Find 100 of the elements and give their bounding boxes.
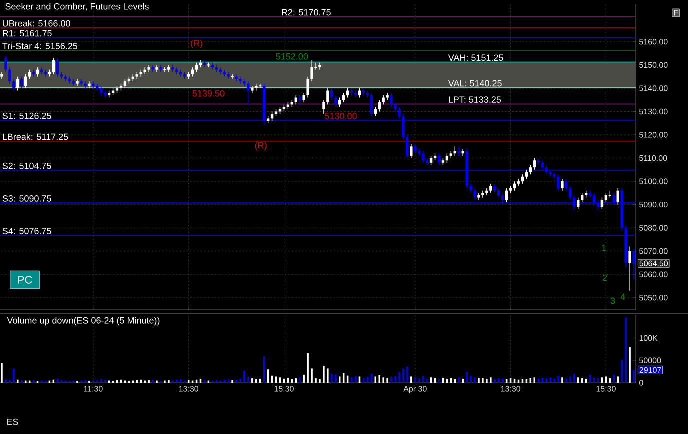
candlestick <box>529 164 532 175</box>
candlestick <box>172 64 174 73</box>
candlestick <box>243 78 246 86</box>
candlestick <box>565 178 568 192</box>
candlestick <box>525 170 528 180</box>
candlestick <box>124 78 127 89</box>
candlestick <box>68 76 71 84</box>
candlestick <box>394 102 397 112</box>
candlestick <box>533 158 536 170</box>
y-tick-label: 5130.00 <box>640 108 668 115</box>
candlestick <box>52 58 56 75</box>
ref-line-label: R2: 5170.75 <box>282 9 331 16</box>
y-tick-label: 50000 <box>640 358 662 364</box>
y-tick-label: 5060.00 <box>640 272 668 278</box>
candlestick <box>88 81 91 89</box>
candlestick <box>306 76 310 98</box>
candlestick <box>294 95 298 106</box>
ref-line-label: VAL: 5140.25 <box>448 80 502 87</box>
candlestick <box>239 76 242 84</box>
candlestick <box>80 78 83 86</box>
candlestick <box>486 188 488 196</box>
candlestick <box>577 197 580 210</box>
x-tick-label: 11:30 <box>84 386 103 392</box>
x-tick-label: 15:30 <box>596 386 616 392</box>
candlestick <box>223 70 226 78</box>
candlestick <box>330 88 334 100</box>
candlestick <box>20 76 24 89</box>
candlestick <box>302 92 306 103</box>
candlestick <box>326 88 330 106</box>
candlestick <box>490 184 492 194</box>
ref-line-label: UBreak: 5166.00 <box>3 20 70 27</box>
y-tick-label: 5070.00 <box>640 248 668 254</box>
candlestick <box>478 192 480 201</box>
y-tick-label: 5120.00 <box>640 132 668 138</box>
candlestick <box>406 134 409 159</box>
candlestick <box>251 86 254 94</box>
chart-title: Seeker and Comber, Futures Levels <box>6 3 149 11</box>
candlestick <box>144 67 146 75</box>
ref-line-label: S1: 5126.25 <box>2 112 52 120</box>
candlestick <box>616 188 620 206</box>
candlestick <box>76 78 79 86</box>
ref-line-label: Tri-Star 4: 5156.25 <box>2 42 78 50</box>
candlestick <box>569 186 572 201</box>
candlestick <box>72 78 75 86</box>
text: ES <box>7 418 18 426</box>
ref-line-label: R1: 5161.75 <box>3 30 52 37</box>
candlestick <box>148 64 150 73</box>
candlestick <box>247 81 250 106</box>
y-tick-label: 0 <box>640 380 644 386</box>
candlestick <box>227 72 230 80</box>
candlestick <box>36 67 40 78</box>
candlestick <box>600 197 604 210</box>
candlestick <box>16 76 20 92</box>
text: F <box>674 10 678 16</box>
ref-line-label: S3: 5090.75 <box>2 195 52 202</box>
candlestick <box>482 190 484 198</box>
annotation: 5152.00 <box>276 53 308 60</box>
y-tick-label: 5090.00 <box>640 202 668 208</box>
annotation: 5130.00 <box>325 112 357 120</box>
candlestick <box>270 111 274 122</box>
candlestick <box>4 56 8 73</box>
y-tick-label: 5050.00 <box>640 295 668 301</box>
candlestick <box>338 97 342 108</box>
candlestick <box>410 144 413 159</box>
candlestick <box>414 144 417 154</box>
candlestick <box>358 88 362 98</box>
ref-line-label: S4: 5076.75 <box>2 228 52 234</box>
x-tick-label: Apr 30 <box>404 386 427 394</box>
candlestick <box>498 188 500 198</box>
candlestick <box>513 181 516 192</box>
candlestick <box>561 178 564 192</box>
candlestick <box>370 92 374 117</box>
candlestick <box>474 188 476 201</box>
x-tick-label: 15:30 <box>274 386 294 392</box>
annotation: 1 <box>602 244 606 252</box>
candlestick <box>557 174 560 192</box>
candlestick <box>160 64 162 73</box>
candlestick <box>462 148 464 156</box>
candlestick <box>56 58 59 78</box>
annotation: PC <box>18 276 32 284</box>
candlestick <box>580 192 584 203</box>
candlestick <box>92 81 95 89</box>
text: 5064.50 <box>640 260 668 266</box>
candlestick <box>430 156 433 166</box>
text: 29107 <box>640 367 662 374</box>
candlestick <box>386 92 389 100</box>
y-tick-label: 5080.00 <box>640 225 668 231</box>
y-tick-label: 5110.00 <box>640 155 668 162</box>
x-tick-label: 13:30 <box>501 386 520 392</box>
candlestick <box>342 92 346 103</box>
candlestick <box>163 67 167 73</box>
chart-title: Volume up down(ES 06-24 (5 Minute)) <box>7 317 160 326</box>
candlestick <box>156 64 158 73</box>
candlestick <box>628 246 632 292</box>
ref-line-label: S2: 5104.75 <box>2 162 52 170</box>
candlestick <box>310 60 314 82</box>
annotation: 5139.50 <box>192 90 225 97</box>
annotation: (R) <box>191 40 202 48</box>
annotation: 4 <box>620 294 626 300</box>
candlestick <box>230 74 234 80</box>
